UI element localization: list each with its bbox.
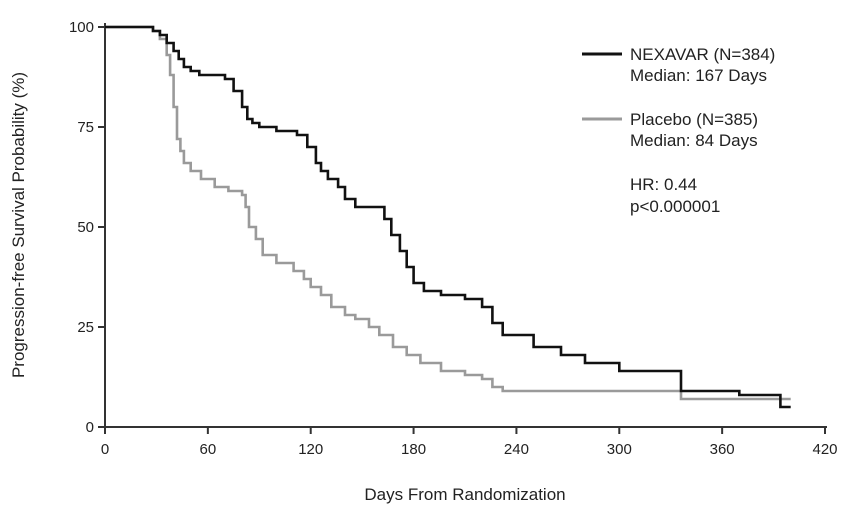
nexavar-survival-curve — [105, 25, 791, 409]
y-tick-label: 100 — [69, 19, 94, 36]
x-tick-label: 120 — [298, 441, 323, 458]
x-tick-label: 60 — [200, 441, 217, 458]
legend: NEXAVAR (N=384) Median: 167 Days Placebo… — [582, 45, 775, 150]
x-tick-label: 240 — [504, 441, 529, 458]
x-tick-label: 360 — [710, 441, 735, 458]
y-tick-label: 50 — [77, 219, 94, 236]
y-axis-label: Progression-free Survival Probability (%… — [9, 72, 28, 378]
x-tick-label: 0 — [101, 441, 109, 458]
series-lines — [105, 25, 791, 409]
stats-annotation: HR: 0.44 p<0.000001 — [630, 175, 720, 216]
legend-median-nexavar: Median: 167 Days — [630, 66, 767, 85]
legend-median-placebo: Median: 84 Days — [630, 131, 758, 150]
x-axis-label: Days From Randomization — [364, 485, 565, 504]
y-tick-label: 0 — [86, 419, 94, 436]
y-tick-label: 25 — [77, 319, 94, 336]
legend-label-placebo: Placebo (N=385) — [630, 110, 758, 129]
axes: 0 25 50 75 100 0 60 120 180 240 300 360 420 — [69, 19, 838, 458]
x-tick-label: 420 — [812, 441, 837, 458]
x-tick-label: 300 — [607, 441, 632, 458]
placebo-survival-curve — [105, 25, 791, 401]
y-tick-label: 75 — [77, 119, 94, 136]
legend-label-nexavar: NEXAVAR (N=384) — [630, 45, 775, 64]
hazard-ratio-text: HR: 0.44 — [630, 175, 697, 194]
x-tick-label: 180 — [401, 441, 426, 458]
p-value-text: p<0.000001 — [630, 197, 720, 216]
